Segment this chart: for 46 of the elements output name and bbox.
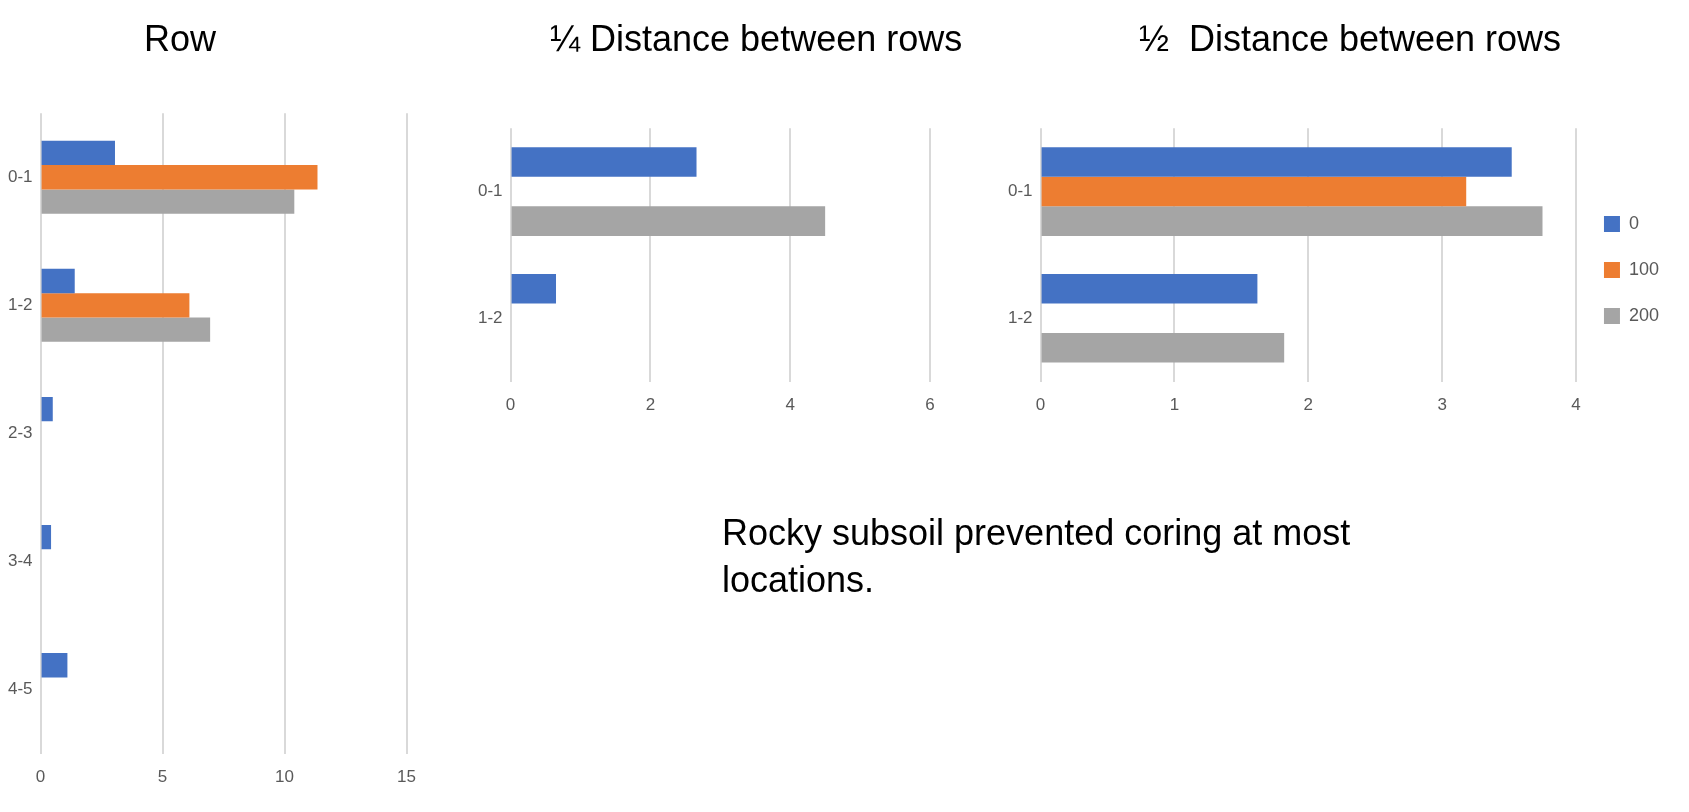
bar xyxy=(41,396,53,422)
x-tick-label: 2 xyxy=(1303,395,1313,415)
legend-label: 100 xyxy=(1628,258,1660,279)
bar xyxy=(1041,206,1543,236)
bar xyxy=(511,206,826,236)
bar xyxy=(1041,147,1512,177)
x-tick-label: 2 xyxy=(645,395,656,415)
bar xyxy=(41,293,190,318)
x-tick-label: 10 xyxy=(275,767,295,787)
bar xyxy=(41,165,318,190)
text: Rocky subsoil prevented coring at most locations. xyxy=(722,511,1352,602)
bar xyxy=(41,189,295,214)
bar xyxy=(41,268,75,294)
chart-title: ½ Distance between rows xyxy=(1137,18,1563,60)
x-tick-label: 0 xyxy=(35,767,46,787)
y-tick-label: 2-3 xyxy=(7,423,33,443)
bar xyxy=(1041,333,1285,363)
y-tick-label: 0-1 xyxy=(7,166,33,186)
bar xyxy=(1041,176,1467,207)
x-tick-label: 5 xyxy=(157,767,168,787)
y-tick-label: 1-2 xyxy=(1007,307,1033,327)
legend-label: 0 xyxy=(1628,212,1639,233)
y-tick-label: 3-4 xyxy=(7,551,33,571)
y-tick-label: 1-2 xyxy=(7,295,33,315)
x-tick-label: 4 xyxy=(785,395,795,415)
y-tick-label: 0-1 xyxy=(477,181,503,201)
x-tick-label: 4 xyxy=(1571,395,1581,415)
bar xyxy=(41,317,211,342)
chart-title: ¼ Distance between rows xyxy=(550,18,963,60)
bar xyxy=(41,653,68,678)
x-tick-label: 15 xyxy=(397,767,417,787)
x-tick-label: 1 xyxy=(1169,395,1180,415)
x-tick-label: 6 xyxy=(925,395,935,415)
bar xyxy=(41,524,52,550)
legend-label: 200 xyxy=(1628,304,1660,325)
chart-title: Row xyxy=(143,18,217,60)
y-tick-label: 4-5 xyxy=(7,679,33,699)
x-tick-label: 3 xyxy=(1437,395,1447,415)
bar xyxy=(1041,273,1258,304)
y-tick-label: 0-1 xyxy=(1007,181,1033,201)
x-tick-label: 0 xyxy=(505,395,516,415)
bar xyxy=(41,140,115,166)
bar xyxy=(511,147,697,177)
bar xyxy=(511,273,557,304)
y-tick-label: 1-2 xyxy=(477,307,503,327)
x-tick-label: 0 xyxy=(1035,395,1046,415)
